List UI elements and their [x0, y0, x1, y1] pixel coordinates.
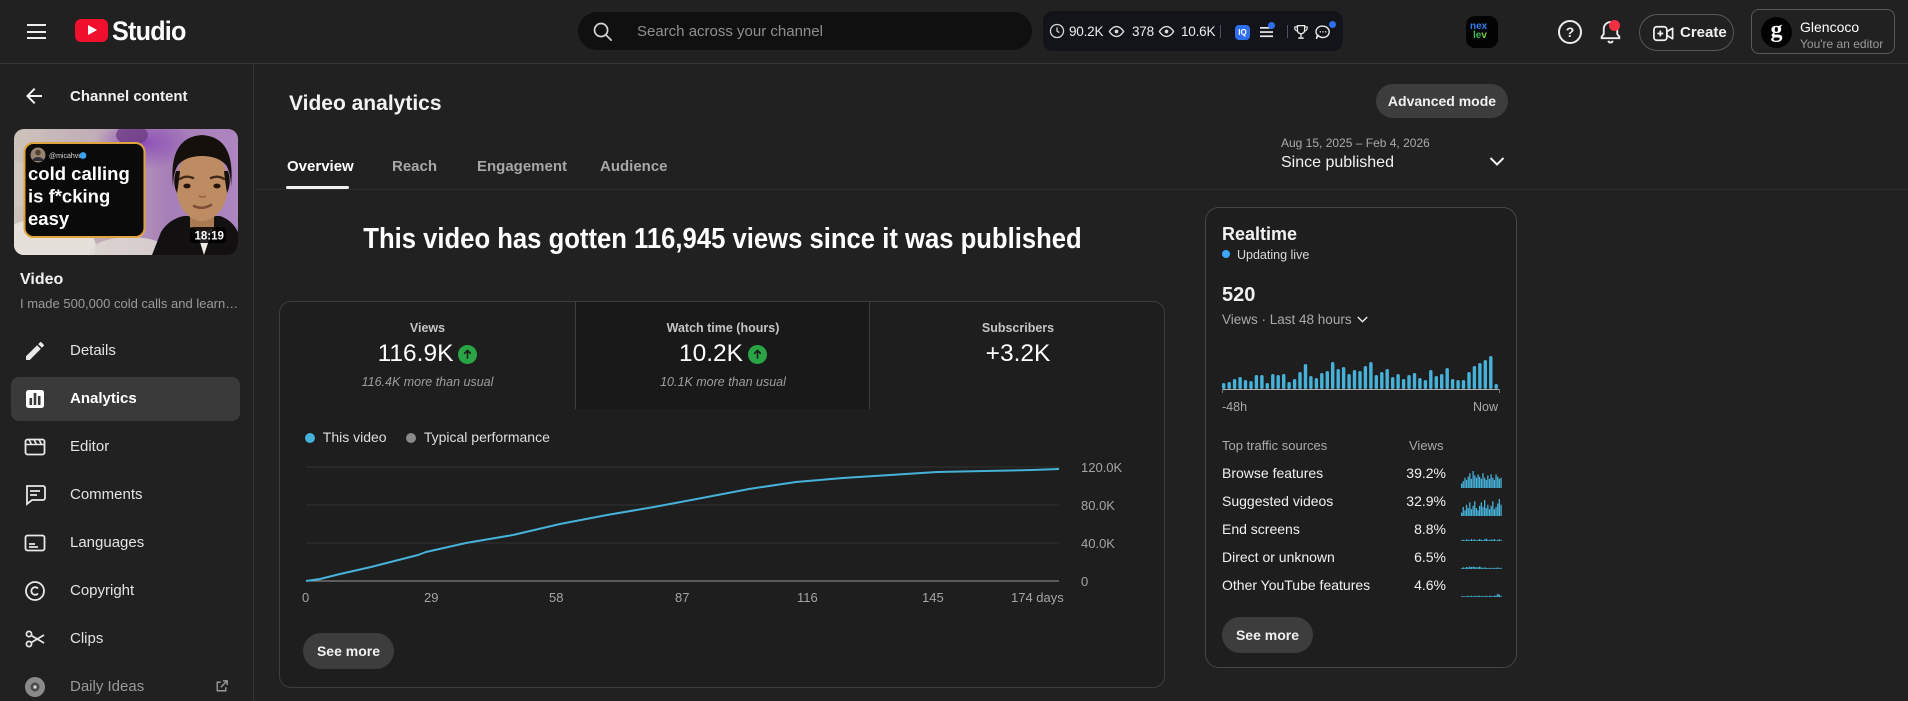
- svg-text:18:19: 18:19: [195, 231, 224, 243]
- svg-text:@micahvu: @micahvu: [49, 153, 82, 160]
- svg-text:easy: easy: [28, 208, 70, 229]
- svg-text:is f*cking: is f*cking: [28, 186, 110, 207]
- svg-text:cold calling: cold calling: [28, 163, 130, 184]
